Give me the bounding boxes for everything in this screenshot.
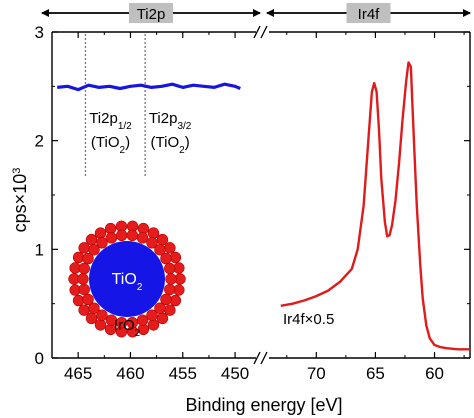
shell-bead — [105, 232, 118, 244]
y-tick-label: 1 — [35, 240, 44, 259]
ir4f-scale-annotation: Ir4f×0.5 — [283, 311, 334, 328]
peak-markers: Ti2p1/2(TiO2)Ti2p3/2(TiO2) — [84, 34, 192, 177]
shell-bead — [156, 233, 169, 246]
peak-marker-label-sub: 1/2 — [118, 121, 132, 132]
y-axis-title-text: cps×10 — [10, 174, 30, 233]
shell-bead — [72, 294, 85, 307]
shell-bead — [78, 304, 90, 316]
region-label: Ir4f — [358, 6, 381, 23]
ti2p-series-line — [57, 82, 241, 92]
shell-bead — [85, 312, 98, 325]
peak-marker-label-main: Ti2p — [149, 110, 178, 127]
y-tick-label: 3 — [35, 23, 44, 42]
x-tick-label: 455 — [169, 364, 197, 383]
y-tick-label: 2 — [35, 132, 44, 151]
peak-marker-label-sub: 3/2 — [177, 121, 191, 132]
shell-bead — [136, 314, 149, 326]
shell-bead — [169, 251, 182, 264]
x-tick-label: 450 — [221, 364, 249, 383]
x-axis-title: Binding energy [eV] — [185, 395, 342, 415]
shell-bead — [164, 304, 176, 316]
shell-bead — [154, 244, 166, 256]
shell-bead — [147, 319, 160, 331]
shell-label-main: IrO — [114, 317, 135, 334]
shell-bead — [82, 252, 94, 265]
core-label: TiO2 — [112, 271, 143, 293]
shell-bead — [164, 262, 176, 275]
shell-label: IrO2 — [114, 317, 141, 339]
core-label-sub: 2 — [137, 282, 143, 293]
shell-bead — [169, 294, 182, 307]
shell-bead — [164, 283, 176, 296]
shell-bead — [82, 293, 94, 306]
shell-bead — [96, 237, 108, 249]
shell-bead — [96, 309, 108, 321]
y-axis-title-sup: 3 — [11, 168, 23, 174]
x-tick-label: 460 — [116, 364, 144, 383]
ir4f-series-line — [280, 61, 470, 351]
shell-bead — [94, 227, 107, 239]
peak-marker-compound-end: ) — [185, 134, 190, 151]
region-label-box — [346, 3, 391, 23]
peak-marker-label-main: Ti2p — [89, 110, 118, 127]
shell-bead — [78, 262, 90, 275]
peak-marker-compound-main: (TiO — [151, 134, 180, 151]
peak-marker-label: Ti2p3/2 — [149, 110, 192, 132]
peak-marker-compound-end: ) — [125, 134, 130, 151]
x-tick-label: 60 — [425, 364, 444, 383]
y-tick-label: 0 — [35, 349, 44, 368]
shell-bead — [115, 229, 128, 242]
core-sphere — [89, 241, 165, 317]
axis-break-mark — [260, 351, 268, 365]
peak-marker-compound: (TiO2) — [151, 134, 190, 156]
x-tick-label: 465 — [64, 364, 92, 383]
region-headers: Ti2p Ir4f — [41, 3, 471, 23]
shell-bead — [160, 252, 172, 265]
peak-marker-compound: (TiO2) — [91, 134, 130, 156]
x-tick-label: 65 — [366, 364, 385, 383]
axis-break-mark — [253, 351, 261, 365]
shell-bead — [165, 273, 177, 285]
shell-bead — [94, 319, 107, 331]
peak-marker-compound-sub: 2 — [120, 145, 126, 156]
y-axis-title: cps×103 — [10, 168, 30, 233]
shell-label-sub: 2 — [135, 328, 141, 339]
axis-break-mark — [260, 25, 268, 39]
peak-marker-compound-main: (TiO — [91, 134, 120, 151]
shell-bead — [105, 314, 118, 326]
core-label-main: TiO — [112, 271, 137, 288]
shell-bead — [126, 229, 139, 242]
shell-bead — [85, 233, 98, 246]
shell-bead — [88, 244, 100, 256]
series-layer — [57, 61, 470, 351]
shell-bead — [72, 251, 85, 264]
axis-break-mark — [253, 25, 261, 39]
shell-bead — [147, 227, 160, 239]
shell-bead — [78, 242, 90, 254]
shell-bead — [146, 309, 158, 321]
shell-bead — [78, 283, 90, 296]
shell-bead — [154, 302, 166, 314]
peak-marker-compound-sub: 2 — [179, 145, 185, 156]
region-label: Ti2p — [137, 6, 166, 23]
region-label-box — [129, 3, 173, 23]
shell-bead — [146, 237, 158, 249]
shell-bead — [136, 232, 149, 244]
shell-bead — [156, 312, 169, 325]
shell-bead — [160, 293, 172, 306]
peak-marker-label: Ti2p1/2 — [89, 110, 132, 132]
ticks-layer: 0 1 2 3 465 460 455 450 70 65 60 — [35, 23, 470, 383]
shell-bead — [164, 242, 176, 254]
x-tick-label: 70 — [307, 364, 326, 383]
shell-bead — [88, 302, 100, 314]
shell-bead — [77, 273, 89, 285]
